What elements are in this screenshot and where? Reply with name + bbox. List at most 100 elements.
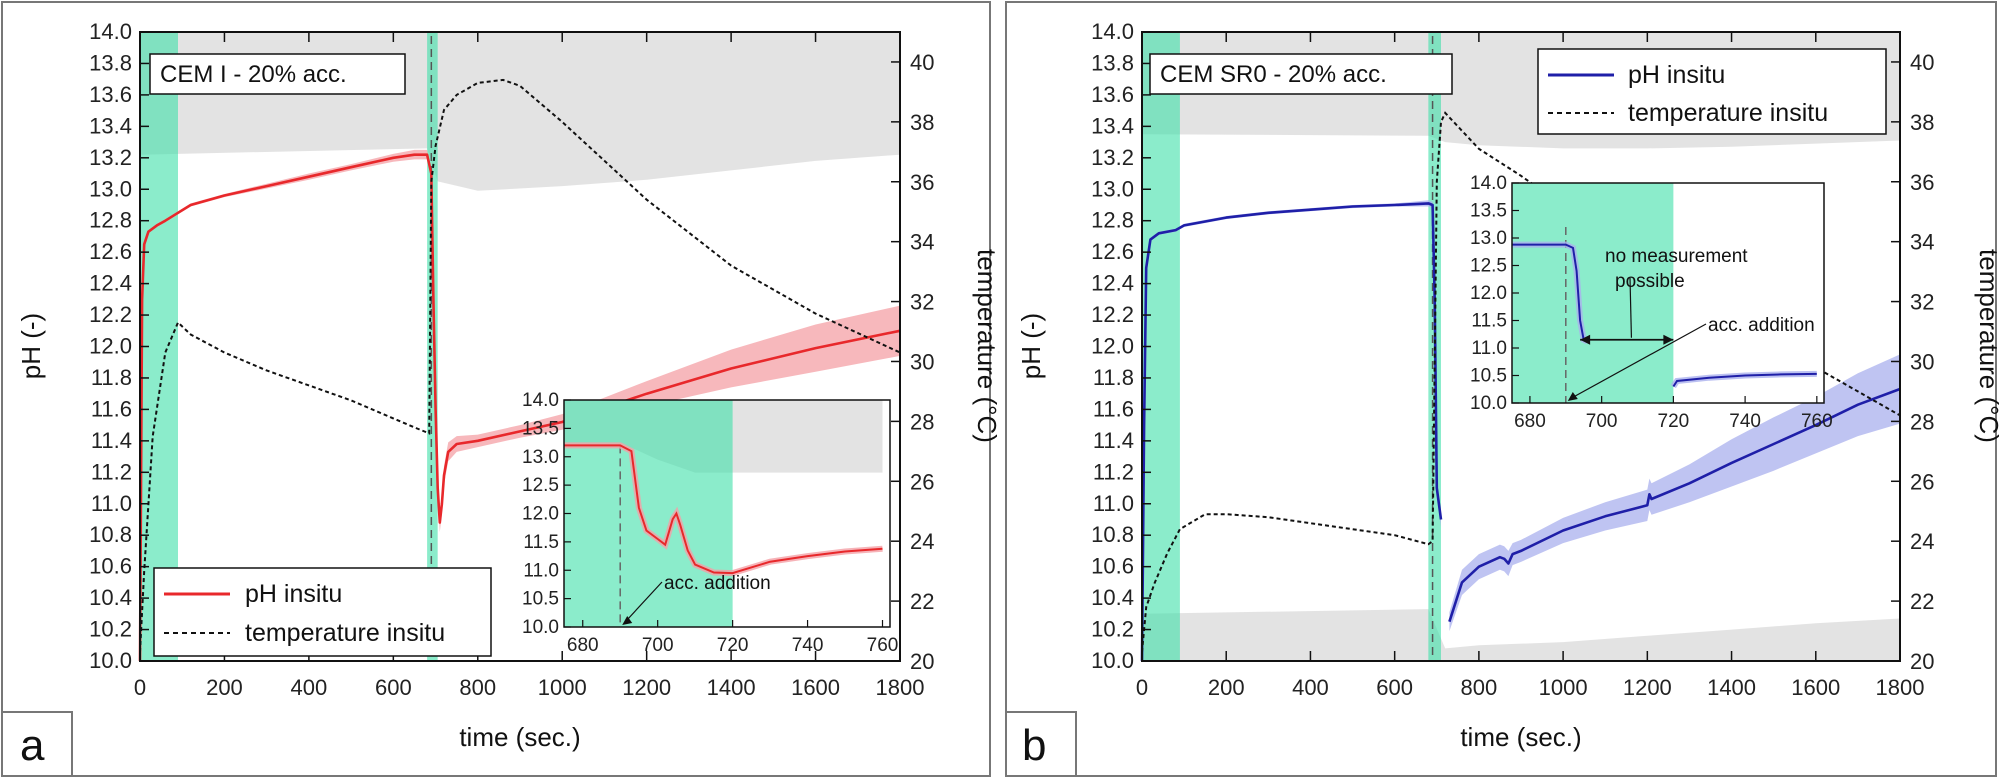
inset-gap-leader (1629, 277, 1633, 338)
panel-a-lines (138, 36, 901, 662)
panel-b-inset-annotation-1: no measurement (1605, 246, 1748, 267)
y-tick-label: 11.8 (1093, 365, 1134, 390)
x-tick-label: 200 (1208, 675, 1245, 700)
y2-tick-label: 30 (910, 349, 934, 374)
y-tick-label: 13.0 (1091, 176, 1134, 201)
x-tick-label: 1200 (622, 675, 671, 700)
y-tick-label: 11.2 (91, 459, 132, 484)
x-tick-label: 1200 (1623, 675, 1672, 700)
inset-y-tick-label: 13.0 (522, 447, 559, 468)
temperature-insitu-line (139, 78, 901, 653)
y2-tick-label: 34 (910, 230, 934, 255)
panel-a-ticks: 0 200 400 600 800 1000 1200 1400 1600 1800 10.0 10.… (89, 19, 934, 700)
panel-b-letter-box (1005, 711, 1077, 777)
inset-x-tick-label: 740 (1729, 411, 1761, 432)
y2-tick-label: 26 (1910, 469, 1934, 494)
panel-a-frame (1, 1, 991, 777)
y-tick-label: 13.4 (89, 113, 132, 138)
panel-a-title-box (149, 53, 406, 95)
inset-x-tick-label: 700 (642, 635, 674, 656)
y-tick-label: 11.2 (1093, 459, 1134, 484)
inset-x-tick-label: 760 (867, 635, 899, 656)
y-tick-label: 13.2 (89, 145, 132, 170)
y2-tick-label: 40 (910, 50, 934, 75)
y-tick-label: 13.4 (1091, 113, 1134, 138)
inset-green-band (1512, 183, 1674, 403)
y-tick-label: 14.0 (89, 19, 132, 44)
panel-b-title-box (1149, 53, 1453, 95)
y-tick-label: 11.6 (1093, 396, 1134, 421)
y2-tick-label: 32 (910, 290, 934, 315)
inset-y-tick-label: 11.0 (523, 560, 559, 581)
ph-insitu-line (1140, 202, 1901, 662)
y2-tick-label: 20 (1910, 649, 1934, 674)
inset-y-tick-label: 12.0 (1470, 283, 1507, 304)
panel-b: 0 200 400 600 800 1000 1200 1400 1600 1800 10.0 10.… (1005, 19, 2000, 777)
inset-y-tick-label: 11.5 (1471, 311, 1507, 332)
panel-b-frame (1005, 1, 1997, 777)
y2-tick-label: 20 (910, 649, 934, 674)
inset-x-tick-label: 680 (567, 635, 599, 656)
y-tick-label: 11.8 (91, 365, 132, 390)
inset-y-tick-label: 10.0 (1470, 393, 1507, 414)
y2-tick-label: 26 (910, 469, 934, 494)
inset-y-tick-label: 11.0 (1471, 338, 1507, 359)
inset-x-tick-label: 700 (1586, 411, 1618, 432)
x-tick-label: 1000 (1539, 675, 1588, 700)
y-tick-label: 12.6 (89, 239, 132, 264)
inset-acc-addition-arrowhead (1567, 392, 1578, 401)
y-tick-label: 10.6 (1091, 554, 1134, 579)
y-tick-label: 12.6 (1091, 239, 1134, 264)
y-tick-label: 11.4 (1093, 428, 1134, 453)
y2-tick-label: 28 (1910, 409, 1934, 434)
ph-uncertainty-band-1 (1449, 354, 1900, 632)
y2-tick-label: 34 (1910, 230, 1934, 255)
y-tick-label: 12.0 (1091, 334, 1134, 359)
inset-x-tick-label: 720 (1658, 411, 1690, 432)
y-tick-label: 13.0 (89, 176, 132, 201)
inset-acc-addition-leader (623, 581, 663, 624)
y-tick-label: 14.0 (1091, 19, 1134, 44)
panel-a-inset-annotation: acc. addition (664, 573, 771, 594)
y-tick-label: 11.0 (1093, 491, 1134, 516)
gray-band-1 (1142, 609, 1900, 661)
x-tick-label: 0 (1136, 675, 1148, 700)
inset-y-tick-label: 13.5 (1470, 201, 1507, 222)
y-tick-label: 12.8 (1091, 208, 1134, 233)
y-tick-label: 11.4 (91, 428, 132, 453)
x-tick-label: 600 (1376, 675, 1413, 700)
y-tick-label: 12.2 (89, 302, 132, 327)
y-tick-label: 13.8 (89, 50, 132, 75)
y-tick-label: 12.4 (89, 271, 132, 296)
inset-gap-arrowhead-left (1580, 334, 1591, 345)
panel-b-xlabel: time (sec.) (1460, 722, 1581, 752)
x-tick-label: 0 (134, 675, 146, 700)
y2-tick-label: 24 (910, 529, 934, 554)
panel-b-legend-ph-label: pH insitu (1628, 61, 1725, 89)
y2-tick-label: 38 (910, 110, 934, 135)
y-tick-label: 10.4 (1091, 585, 1134, 610)
inset-x-tick-label: 760 (1801, 411, 1833, 432)
green-band-1 (427, 32, 438, 661)
x-tick-label: 400 (1292, 675, 1329, 700)
x-tick-label: 1800 (1876, 675, 1925, 700)
y-tick-label: 10.2 (1091, 617, 1134, 642)
panel-b-letter: b (1022, 721, 1046, 770)
inset-y-tick-label: 10.5 (1470, 366, 1507, 387)
x-tick-label: 200 (206, 675, 243, 700)
y-tick-label: 10.8 (89, 522, 132, 547)
inset-y-tick-label: 12.0 (522, 504, 559, 525)
panel-a-letter-box (1, 711, 73, 777)
inset-y-tick-label: 13.0 (1470, 228, 1507, 249)
y2-tick-label: 38 (1910, 110, 1934, 135)
x-tick-label: 400 (291, 675, 328, 700)
inset-x-tick-label: 720 (717, 635, 749, 656)
y2-tick-label: 22 (1910, 589, 1934, 614)
y2-tick-label: 36 (1910, 170, 1934, 195)
y2-tick-label: 40 (1910, 50, 1934, 75)
x-tick-label: 600 (375, 675, 412, 700)
panel-a-ylabel: pH (-) (16, 313, 46, 379)
x-tick-label: 1600 (791, 675, 840, 700)
y-tick-label: 12.4 (1091, 271, 1134, 296)
